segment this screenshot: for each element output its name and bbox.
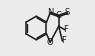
Text: F: F bbox=[61, 36, 66, 45]
Text: C: C bbox=[56, 11, 62, 20]
Text: S: S bbox=[65, 8, 70, 17]
Text: F: F bbox=[63, 25, 68, 34]
Text: O: O bbox=[47, 38, 53, 47]
Text: N: N bbox=[47, 8, 53, 17]
